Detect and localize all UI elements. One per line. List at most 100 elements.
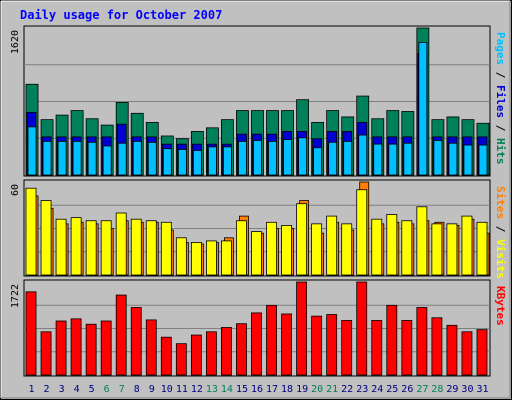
legend-separator: /	[494, 219, 507, 239]
bar-pages-day-21	[328, 141, 338, 176]
legend-item-hits: Hits	[494, 138, 507, 165]
bar-kbytes-day-25	[386, 304, 398, 376]
bar-pages-day-12	[192, 150, 202, 176]
x-tick-label-day-25: 25	[386, 384, 398, 395]
legend-item-kbytes: KBytes	[494, 286, 507, 326]
bar-kbytes-day-24	[371, 320, 383, 376]
panel-middle: 60 Sites / Visits	[10, 179, 507, 279]
x-tick-label-day-27: 27	[416, 384, 428, 395]
bar-kbytes-day-16	[251, 312, 262, 376]
x-tick-label-day-26: 26	[401, 384, 413, 395]
bar-pages-day-3	[57, 141, 67, 176]
panel-middle-legend: Sites / Visits	[494, 186, 507, 279]
bar-pages-day-5	[87, 141, 97, 176]
bar-kbytes-day-23	[356, 281, 368, 376]
bar-kbytes-day-27	[416, 307, 428, 376]
x-tick-label-day-2: 2	[44, 384, 50, 395]
legend-item-pages: Pages	[494, 32, 507, 65]
bar-kbytes-day-12	[190, 334, 202, 376]
bar-pages-day-9	[147, 141, 157, 176]
bar-visits-day-31	[476, 221, 488, 276]
chart-panels: 1620 Pages / Files / Hits 60 Sites / Visits…	[10, 25, 507, 377]
bar-kbytes-day-29	[446, 324, 458, 376]
bar-kbytes-day-21	[326, 314, 338, 376]
bar-kbytes-day-22	[341, 320, 353, 376]
bar-kbytes-day-8	[130, 307, 142, 376]
x-tick-label-day-24: 24	[371, 384, 383, 395]
x-tick-label-day-14: 14	[221, 384, 233, 395]
bar-pages-day-6	[102, 145, 112, 176]
bar-pages-day-16	[253, 140, 262, 176]
legend-item-sites: Sites	[494, 186, 507, 219]
bar-visits-day-14	[221, 240, 232, 276]
x-tick-label-day-11: 11	[176, 384, 188, 395]
bar-kbytes-day-18	[281, 313, 292, 376]
bar-visits-day-15	[236, 220, 247, 276]
panel-bottom-max-label: 1722	[10, 284, 21, 308]
x-tick-label-day-16: 16	[251, 384, 263, 395]
bar-kbytes-day-31	[476, 329, 488, 376]
bar-pages-day-25	[388, 143, 398, 176]
bar-pages-day-22	[343, 141, 353, 176]
bar-pages-day-2	[42, 141, 52, 176]
bar-kbytes-day-4	[70, 318, 82, 376]
x-tick-label-day-10: 10	[161, 384, 173, 395]
bar-kbytes-day-13	[205, 331, 217, 376]
bar-visits-day-21	[326, 215, 338, 276]
bar-kbytes-day-15	[236, 323, 247, 376]
x-tick-label-day-17: 17	[266, 384, 278, 395]
bar-visits-day-1	[25, 187, 37, 276]
bar-pages-day-11	[177, 149, 187, 176]
bar-pages-day-4	[72, 141, 82, 176]
bar-visits-day-25	[386, 214, 398, 276]
bar-pages-day-17	[268, 141, 277, 176]
bar-visits-day-22	[341, 223, 353, 276]
bar-pages-day-18	[283, 139, 292, 176]
x-tick-label-day-1: 1	[29, 384, 35, 395]
bar-pages-day-10	[162, 148, 172, 176]
bar-pages-day-20	[313, 147, 323, 176]
x-tick-label-day-20: 20	[311, 384, 323, 395]
chart-title: Daily usage for October 2007	[20, 8, 222, 22]
x-tick-label-day-4: 4	[74, 384, 80, 395]
bar-pages-day-7	[117, 142, 127, 176]
x-tick-label-day-8: 8	[134, 384, 140, 395]
x-tick-label-day-19: 19	[296, 384, 308, 395]
bar-visits-day-11	[175, 237, 187, 276]
bar-pages-day-30	[463, 144, 473, 176]
bar-kbytes-day-3	[55, 320, 67, 376]
bar-visits-day-4	[70, 217, 82, 276]
bar-visits-day-8	[130, 218, 142, 276]
bar-visits-day-30	[461, 215, 473, 276]
panel-top: 1620 Pages / Files / Hits	[10, 25, 507, 177]
bar-kbytes-day-14	[221, 327, 232, 376]
panel-middle-max-label: 60	[10, 184, 21, 196]
bar-pages-day-31	[478, 144, 488, 176]
bar-pages-day-24	[373, 143, 383, 176]
bar-pages-day-15	[238, 141, 247, 176]
x-tick-label-day-28: 28	[431, 384, 443, 395]
x-tick-label-day-29: 29	[446, 384, 458, 395]
x-tick-label-day-13: 13	[206, 384, 218, 395]
legend-item-visits: Visits	[494, 239, 507, 279]
bar-kbytes-day-9	[145, 319, 157, 376]
bar-kbytes-day-17	[266, 304, 277, 376]
bar-visits-day-2	[40, 200, 52, 276]
panel-bottom: 1722 KBytes	[10, 279, 507, 377]
bar-kbytes-day-5	[85, 323, 97, 376]
x-tick-label-day-31: 31	[476, 384, 488, 395]
bar-visits-day-10	[160, 221, 172, 276]
x-tick-label-day-23: 23	[356, 384, 368, 395]
bar-visits-day-9	[145, 220, 157, 276]
bar-kbytes-day-20	[311, 315, 323, 376]
x-tick-label-day-6: 6	[104, 384, 110, 395]
x-tick-label-day-9: 9	[149, 384, 155, 395]
bar-kbytes-day-1	[25, 291, 37, 376]
x-tick-label-day-3: 3	[59, 384, 65, 395]
bar-visits-day-12	[190, 242, 202, 276]
bar-visits-day-28	[431, 223, 443, 276]
bar-visits-day-27	[416, 206, 428, 276]
bar-kbytes-day-11	[175, 343, 187, 376]
bar-visits-day-6	[100, 220, 112, 276]
